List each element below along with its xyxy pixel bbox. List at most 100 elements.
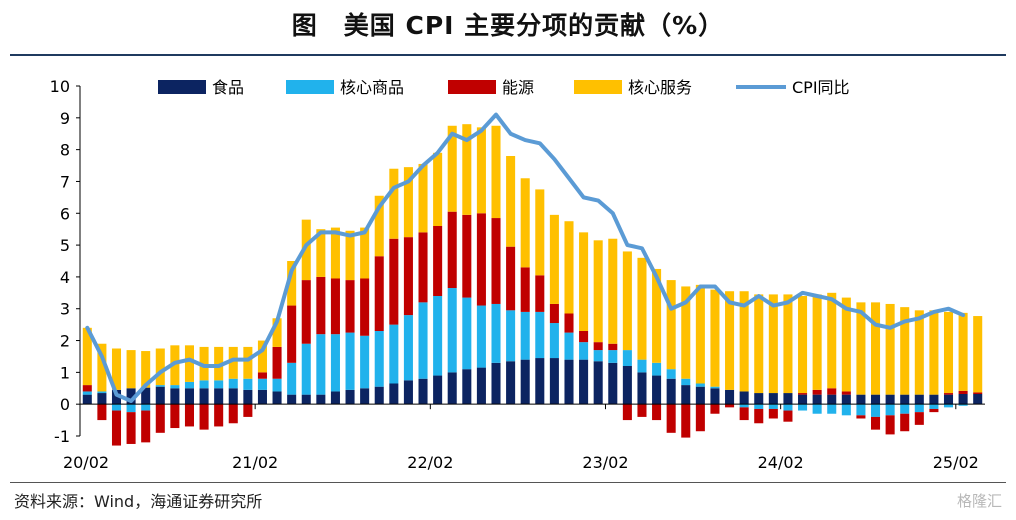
bar-energy bbox=[768, 408, 778, 419]
bar-core-goods bbox=[403, 315, 413, 381]
bar-core-goods bbox=[564, 332, 574, 360]
bar-energy bbox=[111, 410, 122, 446]
bar-energy bbox=[579, 331, 589, 343]
bar-energy bbox=[564, 313, 574, 333]
x-tick-label: 24/02 bbox=[758, 453, 804, 472]
bar-core-services bbox=[900, 307, 910, 395]
bar-core-goods bbox=[695, 383, 705, 387]
bar-core-services bbox=[622, 251, 632, 351]
bar-core-services bbox=[316, 229, 326, 277]
bar-core-services bbox=[593, 240, 603, 343]
bar-core-services bbox=[652, 268, 662, 363]
bar-core-services bbox=[360, 227, 370, 279]
bar-energy bbox=[871, 416, 881, 430]
bar-energy bbox=[666, 404, 676, 433]
legend: 食品 核心商品 能源 核心服务 CPI同比 bbox=[158, 78, 850, 97]
bar-food bbox=[798, 394, 808, 405]
bar-energy bbox=[900, 413, 910, 432]
bar-core-goods bbox=[97, 391, 107, 394]
bar-core-goods bbox=[155, 385, 165, 387]
bar-food bbox=[739, 391, 749, 405]
legend-label: 食品 bbox=[212, 78, 244, 97]
bar-energy bbox=[506, 246, 516, 311]
y-tick-label: -1 bbox=[54, 427, 70, 446]
bar-core-services bbox=[666, 280, 676, 370]
legend-swatch bbox=[574, 80, 622, 94]
bar-core-services bbox=[783, 294, 793, 394]
bar-core-services bbox=[695, 284, 705, 384]
bar-core-services bbox=[433, 152, 443, 226]
bar-energy bbox=[462, 214, 472, 298]
bar-food bbox=[360, 388, 370, 405]
bar-food bbox=[681, 385, 691, 405]
bar-food bbox=[476, 367, 486, 405]
bar-food bbox=[783, 393, 793, 405]
bar-food bbox=[593, 361, 603, 405]
bar-food bbox=[389, 383, 399, 405]
bar-food bbox=[257, 389, 267, 405]
bar-core-goods bbox=[666, 369, 676, 379]
bar-food bbox=[170, 388, 180, 405]
bar-food bbox=[725, 389, 735, 405]
y-tick-label: 7 bbox=[60, 172, 70, 191]
bar-core-goods bbox=[418, 302, 428, 379]
legend-label: 能源 bbox=[502, 78, 534, 97]
bar-core-goods bbox=[330, 334, 340, 392]
bar-food bbox=[418, 378, 428, 405]
bar-energy bbox=[374, 256, 384, 331]
bar-energy bbox=[535, 275, 545, 312]
legend-swatch bbox=[448, 80, 496, 94]
bar-energy bbox=[608, 343, 618, 351]
bar-core-goods bbox=[243, 378, 253, 390]
bar-core-goods bbox=[199, 380, 209, 389]
bar-core-services bbox=[841, 297, 851, 392]
bar-food bbox=[287, 394, 297, 405]
y-tick-label: 6 bbox=[60, 204, 70, 223]
bar-core-services bbox=[287, 261, 297, 306]
bar-core-goods bbox=[447, 288, 457, 373]
bar-core-services bbox=[228, 346, 238, 379]
bar-energy bbox=[476, 213, 486, 306]
bar-energy bbox=[973, 392, 983, 394]
bar-core-goods bbox=[652, 362, 662, 376]
bar-core-goods bbox=[506, 310, 516, 362]
bar-food bbox=[666, 378, 676, 405]
bar-food bbox=[491, 362, 501, 405]
bar-food bbox=[214, 388, 224, 405]
bar-core-services bbox=[943, 311, 954, 394]
bar-food bbox=[126, 388, 136, 405]
bar-food bbox=[345, 389, 355, 405]
bar-food bbox=[82, 394, 92, 405]
bar-food bbox=[710, 388, 720, 405]
bar-core-services bbox=[506, 156, 516, 247]
bar-core-goods bbox=[214, 380, 224, 389]
bar-energy bbox=[491, 218, 501, 304]
bar-core-goods bbox=[549, 323, 559, 359]
y-tick-label: 3 bbox=[60, 300, 70, 319]
bar-food bbox=[97, 393, 107, 405]
bar-energy bbox=[827, 388, 837, 395]
bar-energy bbox=[360, 278, 370, 336]
bar-core-services bbox=[111, 348, 122, 390]
bar-core-services bbox=[710, 289, 720, 387]
bar-core-goods bbox=[739, 404, 749, 408]
bar-core-goods bbox=[783, 404, 793, 411]
bar-energy bbox=[812, 389, 822, 395]
bar-energy bbox=[549, 303, 559, 324]
legend-swatch bbox=[158, 80, 206, 94]
bar-core-services bbox=[491, 125, 501, 219]
bar-core-services bbox=[564, 221, 574, 314]
bar-core-goods bbox=[476, 305, 486, 368]
bar-core-services bbox=[579, 232, 589, 331]
bar-food bbox=[506, 361, 516, 405]
bar-core-goods bbox=[943, 404, 954, 408]
bar-core-services bbox=[199, 346, 209, 381]
bar-energy bbox=[958, 390, 968, 394]
bar-core-goods bbox=[637, 359, 647, 373]
bar-energy bbox=[754, 408, 764, 424]
bar-core-services bbox=[681, 286, 691, 379]
bar-core-services bbox=[301, 219, 311, 281]
bar-core-services bbox=[535, 189, 545, 276]
bar-food bbox=[564, 359, 574, 405]
